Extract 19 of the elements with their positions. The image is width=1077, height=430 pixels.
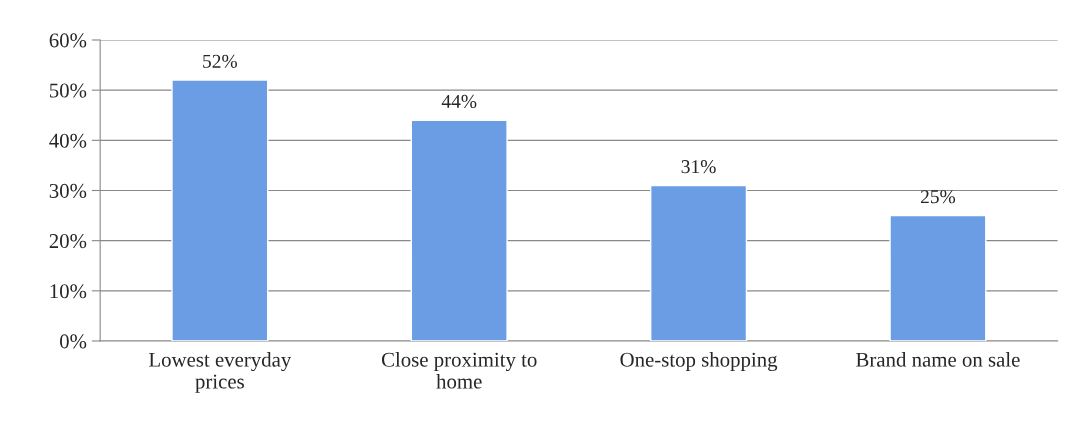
bar xyxy=(171,79,269,341)
bar xyxy=(889,214,987,341)
y-tick-label: 10% xyxy=(50,284,87,299)
data-label: 31% xyxy=(681,160,716,174)
x-tick-label: Close proximity to home xyxy=(381,352,537,389)
x-tick-label: Lowest everyday prices xyxy=(149,352,292,393)
y-tick-label: 50% xyxy=(49,83,87,98)
bar xyxy=(410,119,508,341)
data-label: 44% xyxy=(441,94,477,109)
data-label: 25% xyxy=(920,190,956,204)
x-tick-label: One-stop shopping xyxy=(620,352,778,372)
bar xyxy=(650,184,748,341)
y-tick-label: 30% xyxy=(49,183,87,198)
data-label: 52% xyxy=(203,54,237,68)
y-tick-label: 60% xyxy=(49,33,87,48)
y-tick-label: 40% xyxy=(49,133,87,148)
y-tick-label: 0% xyxy=(59,334,87,349)
y-tick-label: 20% xyxy=(49,234,87,249)
x-tick-label: Brand name on sale xyxy=(856,352,1020,367)
